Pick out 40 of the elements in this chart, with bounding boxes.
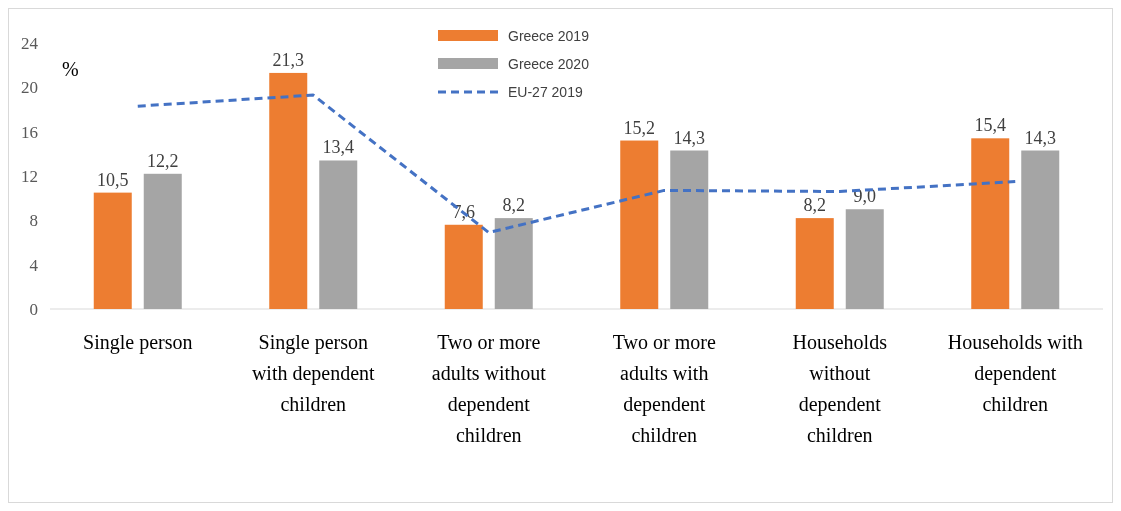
- bar: [494, 218, 533, 309]
- bar: [670, 150, 709, 309]
- legend-label: EU-27 2019: [508, 84, 583, 100]
- bar: [1021, 150, 1060, 309]
- x-tick-label: Households without dependent children: [792, 331, 888, 446]
- y-tick-label: 4: [29, 255, 39, 275]
- data-label: 15,2: [623, 117, 655, 138]
- data-label: 15,4: [974, 115, 1006, 136]
- data-label: 12,2: [147, 150, 179, 171]
- bar: [93, 192, 132, 309]
- y-tick-label: 8: [29, 211, 38, 231]
- y-tick-label: 0: [29, 300, 38, 319]
- data-label: 14,3: [673, 127, 705, 148]
- data-label: 8,2: [502, 195, 525, 216]
- data-label: 8,2: [803, 195, 826, 216]
- data-label: 21,3: [272, 49, 304, 70]
- bar: [143, 173, 182, 309]
- data-label: 10,5: [97, 169, 129, 190]
- bar: [845, 209, 884, 309]
- x-tick-label: Single person with dependent children: [251, 331, 376, 415]
- bar: [444, 224, 483, 309]
- bar: [795, 218, 834, 309]
- x-tick-label: Households with dependent children: [947, 331, 1083, 415]
- legend-label: Greece 2020: [508, 56, 590, 72]
- x-tick-label: Two or more adults without dependent children: [431, 331, 547, 446]
- y-tick-label: 24: [21, 34, 39, 53]
- y-tick-label: 16: [21, 122, 38, 142]
- bar: [620, 140, 659, 309]
- y-tick-label: 20: [21, 78, 38, 98]
- data-label: 14,3: [1024, 127, 1056, 148]
- y-tick-label: 12: [21, 167, 38, 186]
- legend-label: Greece 2019: [508, 28, 590, 44]
- x-tick-label: Single person: [83, 331, 193, 354]
- bar: [269, 72, 308, 309]
- x-tick-label: Two or more adults with dependent children: [612, 331, 716, 446]
- bar: [971, 138, 1010, 309]
- bar: [319, 160, 358, 309]
- data-label: 7,6: [452, 201, 475, 222]
- data-label: 13,4: [322, 137, 354, 158]
- y-axis-title: %: [62, 58, 79, 80]
